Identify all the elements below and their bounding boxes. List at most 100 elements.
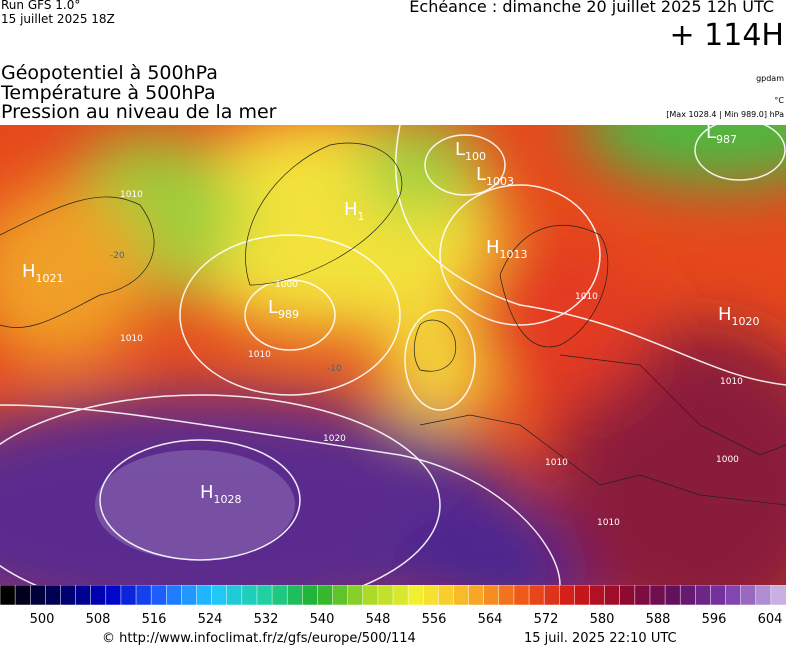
run-date: 15 juillet 2025 18Z	[1, 12, 115, 26]
colorbar-tick-label: 572	[534, 612, 559, 627]
isobar-label: 1010	[597, 518, 620, 528]
colorbar-swatch	[453, 585, 470, 606]
colorbar-swatch	[0, 585, 16, 606]
colorbar-swatch	[211, 585, 228, 606]
colorbar: 500 508 516 524 532 540 548 556 564 572 580 588 596 6…	[0, 585, 786, 627]
pressure-center: H1021	[22, 261, 64, 285]
isobar-label: 1010	[575, 292, 598, 302]
echeance: Echéance : dimanche 20 juillet 2025 12h …	[409, 0, 774, 16]
colorbar-tick-label: 588	[646, 612, 671, 627]
isobar-label: 1010	[120, 190, 143, 200]
field: Température à 500hPa	[1, 82, 216, 104]
pressure-center: H1028	[200, 482, 242, 506]
colorbar-swatch	[45, 585, 62, 606]
colorbar-swatch	[664, 585, 681, 606]
center-letter: L	[455, 139, 465, 160]
colorbar-swatch	[302, 585, 319, 606]
pressure-center: H1013	[486, 237, 528, 261]
colorbar-swatch	[528, 585, 545, 606]
colorbar-tick-label: 532	[254, 612, 279, 627]
pressure-center: L1003	[476, 164, 514, 188]
isobar-label: 1020	[323, 434, 346, 444]
colorbar-swatch	[241, 585, 258, 606]
map: H1021L989H1L100L1003H1013L987H1020H10281…	[0, 125, 786, 585]
colorbar-tick-label: 516	[142, 612, 167, 627]
colorbar-swatch	[619, 585, 636, 606]
center-value: 989	[278, 308, 299, 321]
colorbar-swatch	[196, 585, 213, 606]
colorbar-tick-label: 540	[310, 612, 335, 627]
colorbar-tick-label: 580	[590, 612, 615, 627]
center-value: 1021	[36, 272, 64, 285]
pressure-center: H1	[344, 199, 365, 223]
colorbar-swatch	[286, 585, 304, 606]
colorbar-swatch	[634, 585, 651, 606]
colorbar-tick-label: 596	[702, 612, 727, 627]
field-shading	[0, 125, 786, 585]
center-value: 1020	[732, 315, 760, 328]
colorbar-swatch	[166, 585, 183, 606]
colorbar-swatch	[75, 585, 92, 606]
temperature-label: -10	[327, 364, 342, 374]
colorbar-tick-label: 500	[30, 612, 55, 627]
colorbar-swatch	[120, 585, 137, 606]
colorbar-swatch	[362, 585, 379, 606]
colorbar-swatch	[725, 585, 742, 606]
center-letter: H	[344, 199, 358, 220]
unit: [Max 1028.4 | Min 989.0] hPa	[666, 110, 784, 119]
center-value: 987	[716, 133, 737, 146]
colorbar-swatch	[256, 585, 273, 606]
colorbar-tick-label: 564	[478, 612, 503, 627]
unit: °C	[774, 96, 784, 105]
colorbar-swatch	[90, 585, 107, 606]
pressure-center: L989	[268, 297, 299, 321]
colorbar-swatch	[438, 585, 455, 606]
colorbar-swatch	[422, 585, 440, 606]
colorbar-swatch	[589, 585, 606, 606]
colorbar-swatch	[695, 585, 712, 606]
offset: + 114H	[669, 18, 785, 53]
colorbar-swatch	[377, 585, 394, 606]
run: Run GFS 1.0°	[1, 0, 81, 12]
isobar-label: 1010	[248, 350, 271, 360]
center-letter: L	[476, 164, 486, 185]
isobar-label: 1010	[120, 334, 143, 344]
colorbar-tick-label: 524	[198, 612, 223, 627]
pressure-center: L100	[455, 139, 486, 163]
colorbar-swatch	[559, 585, 576, 606]
colorbar-swatch	[317, 585, 334, 606]
colorbar-swatch	[135, 585, 152, 606]
center-value: 1013	[500, 248, 528, 261]
isobar-label: 1000	[716, 455, 739, 465]
colorbar-swatch	[150, 585, 168, 606]
center-letter: H	[718, 304, 732, 325]
colorbar-swatch	[770, 585, 786, 606]
colorbar-swatch	[60, 585, 77, 606]
center-letter: H	[22, 261, 36, 282]
colorbar-swatch	[483, 585, 500, 606]
center-letter: L	[268, 297, 278, 318]
colorbar-swatch	[679, 585, 697, 606]
colorbar-swatch	[543, 585, 561, 606]
isobar-label: 1000	[275, 280, 298, 290]
colorbar-swatch	[513, 585, 530, 606]
colorbar-swatch	[392, 585, 409, 606]
colorbar-swatch	[604, 585, 621, 606]
pressure-center: H1020	[718, 304, 760, 328]
colorbar-swatch	[332, 585, 349, 606]
colorbar-swatch	[574, 585, 591, 606]
isobar-label: 1010	[720, 377, 743, 387]
colorbar-swatch	[226, 585, 243, 606]
colorbar-swatch	[649, 585, 666, 606]
colorbar-swatch	[271, 585, 288, 606]
center-letter: L	[706, 125, 716, 143]
colorbar-tick-label: 548	[366, 612, 391, 627]
center-letter: H	[200, 482, 214, 503]
isobar-label: 1010	[545, 458, 568, 468]
colorbar-swatch	[740, 585, 757, 606]
colorbar-swatch	[181, 585, 198, 606]
colorbar-tick-label: 556	[422, 612, 447, 627]
footer-time: 15 juil. 2025 22:10 UTC	[524, 631, 677, 646]
center-value: 1028	[214, 493, 242, 506]
